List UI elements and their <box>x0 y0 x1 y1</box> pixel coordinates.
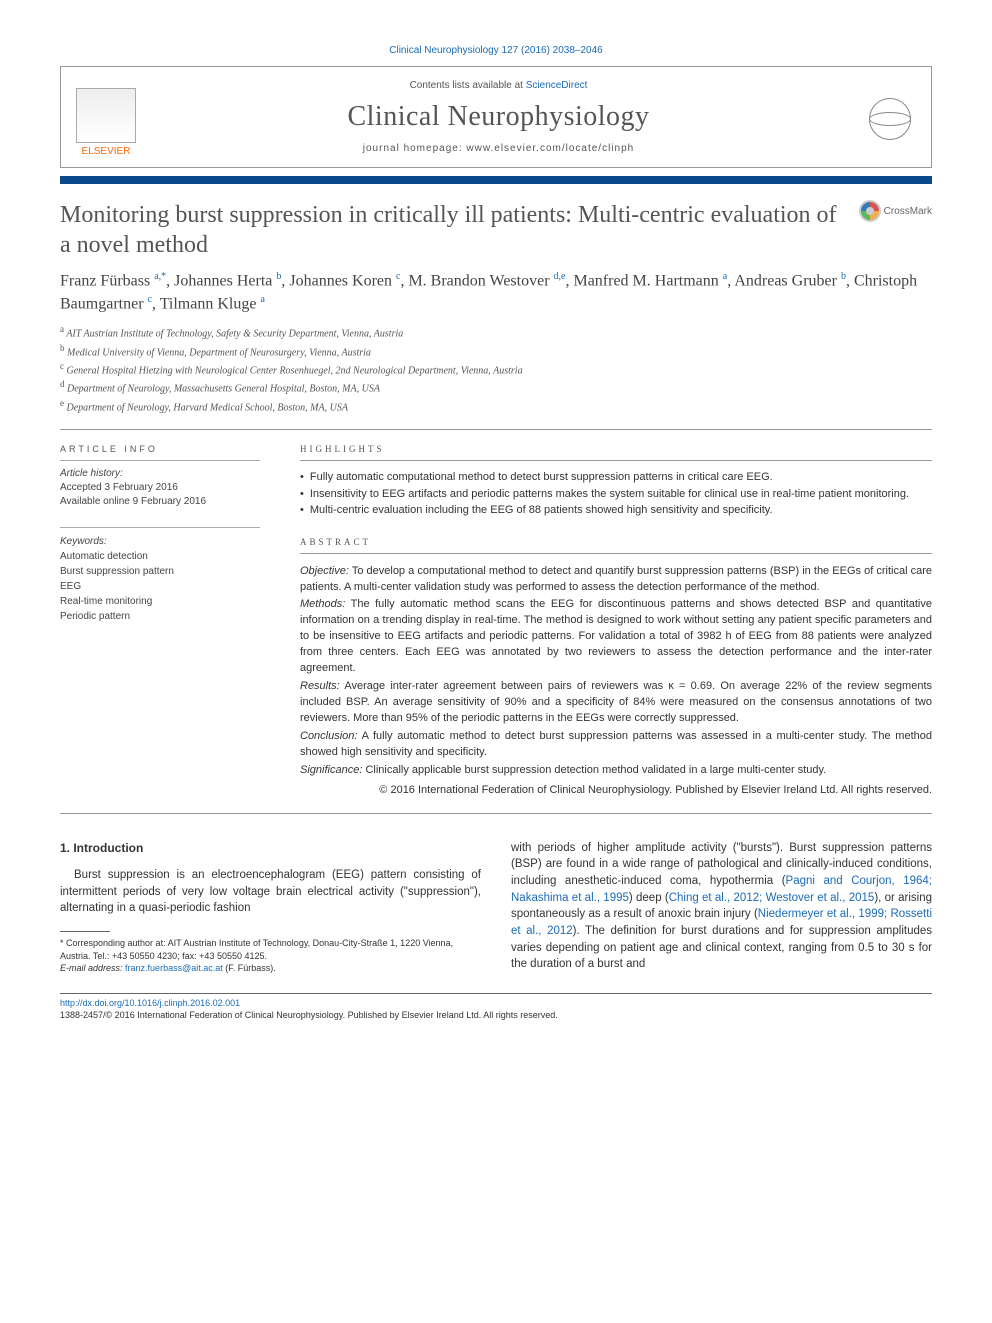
highlight-item: Multi-centric evaluation including the E… <box>300 502 932 519</box>
footnote-separator <box>60 931 110 932</box>
accepted-date: Accepted 3 February 2016 <box>60 481 260 495</box>
header: Clinical Neurophysiology 127 (2016) 2038… <box>60 40 932 184</box>
article-info: ARTICLE INFO Article history: Accepted 3… <box>60 444 260 799</box>
elsevier-tree-icon <box>76 88 136 143</box>
online-date: Available online 9 February 2016 <box>60 495 260 509</box>
keywords-label: Keywords: <box>60 534 260 549</box>
abstract-copyright: © 2016 International Federation of Clini… <box>300 783 932 799</box>
highlights-list: Fully automatic computational method to … <box>300 469 932 519</box>
citation-link[interactable]: Ching et al., 2012; Westover et al., 201… <box>669 892 875 904</box>
keyword-item: Real-time monitoring <box>60 594 260 609</box>
history-label: Article history: <box>60 467 260 481</box>
affiliation-item: c General Hospital Hietzing with Neurolo… <box>60 360 932 378</box>
keyword-item: EEG <box>60 579 260 594</box>
header-rule <box>60 176 932 184</box>
crossmark-badge[interactable]: CrossMark <box>859 200 932 222</box>
authors: Franz Fürbass a,*, Johannes Herta b, Joh… <box>60 270 932 315</box>
divider <box>60 429 932 430</box>
journal-cover-thumbnail <box>856 80 921 155</box>
article-title: Monitoring burst suppression in critical… <box>60 200 847 260</box>
affiliation-item: a AIT Austrian Institute of Technology, … <box>60 323 932 341</box>
contents-line: Contents lists available at ScienceDirec… <box>161 80 836 91</box>
section-heading: 1. Introduction <box>60 840 481 857</box>
cover-sphere-icon <box>861 90 916 145</box>
sciencedirect-link[interactable]: ScienceDirect <box>526 80 588 91</box>
article-info-heading: ARTICLE INFO <box>60 444 260 454</box>
footer-rule <box>60 993 932 994</box>
body-text: 1. Introduction Burst suppression is an … <box>60 840 932 975</box>
highlight-item: Fully automatic computational method to … <box>300 469 932 486</box>
affiliation-item: d Department of Neurology, Massachusetts… <box>60 378 932 396</box>
email-link[interactable]: franz.fuerbass@ait.ac.at <box>125 963 223 973</box>
keyword-item: Periodic pattern <box>60 609 260 624</box>
body-paragraph: Burst suppression is an electroencephalo… <box>60 867 481 917</box>
corresponding-footnote: * Corresponding author at: AIT Austrian … <box>60 937 481 962</box>
affiliation-item: e Department of Neurology, Harvard Medic… <box>60 397 932 415</box>
email-footnote: E-mail address: franz.fuerbass@ait.ac.at… <box>60 962 481 975</box>
keyword-item: Automatic detection <box>60 549 260 564</box>
abstract-heading: ABSTRACT <box>300 537 932 547</box>
issn-copyright: 1388-2457/© 2016 International Federatio… <box>60 1010 558 1020</box>
citation-link[interactable]: Niedermeyer et al., 1999; Rossetti et al… <box>511 908 932 937</box>
divider <box>60 813 932 814</box>
highlight-item: Insensitivity to EEG artifacts and perio… <box>300 486 932 503</box>
abstract: Objective: To develop a computational me… <box>300 564 932 799</box>
body-paragraph: with periods of higher amplitude activit… <box>511 840 932 973</box>
highlights-heading: HIGHLIGHTS <box>300 444 932 454</box>
doi-link[interactable]: http://dx.doi.org/10.1016/j.clinph.2016.… <box>60 998 240 1008</box>
keyword-item: Burst suppression pattern <box>60 564 260 579</box>
crossmark-icon <box>859 200 881 222</box>
publisher-logo: ELSEVIER <box>71 77 141 157</box>
journal-name: Clinical Neurophysiology <box>161 101 836 133</box>
affiliations: a AIT Austrian Institute of Technology, … <box>60 323 932 415</box>
footer: http://dx.doi.org/10.1016/j.clinph.2016.… <box>60 997 932 1022</box>
homepage-line: journal homepage: www.elsevier.com/locat… <box>161 143 836 154</box>
citation-line: Clinical Neurophysiology 127 (2016) 2038… <box>389 45 602 56</box>
affiliation-item: b Medical University of Vienna, Departme… <box>60 342 932 360</box>
journal-masthead: ELSEVIER Contents lists available at Sci… <box>60 66 932 168</box>
publisher-name: ELSEVIER <box>82 146 131 157</box>
